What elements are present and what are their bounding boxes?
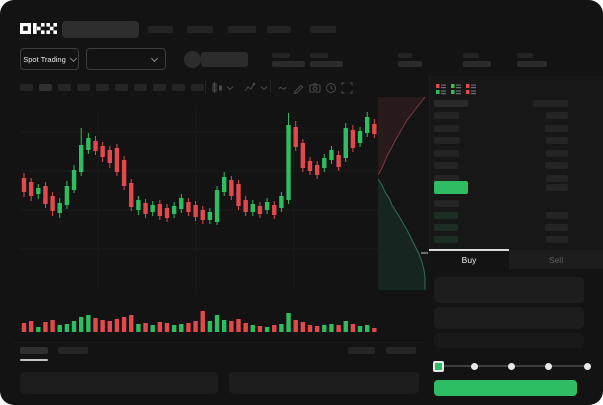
order-price-input[interactable]: [434, 277, 584, 303]
order-total-field[interactable]: [434, 333, 584, 348]
orderbook-panel: [429, 76, 603, 250]
ticker-stat: [398, 53, 438, 69]
orderbook-layout-asks-only-icon[interactable]: [466, 83, 476, 95]
buy-submit-button[interactable]: [434, 380, 577, 396]
orderbook-layout-switcher: [436, 83, 496, 96]
tab-sell[interactable]: Sell: [548, 255, 564, 265]
bottom-panel-field-left[interactable]: [20, 372, 218, 394]
timeframe-button[interactable]: [191, 84, 204, 91]
pair-selector-dropdown[interactable]: [86, 48, 166, 70]
draw-tool-icon[interactable]: [293, 82, 317, 94]
search-input[interactable]: [62, 21, 139, 38]
market-type-label: Spot Trading: [23, 54, 66, 64]
timeframe-button[interactable]: [134, 84, 147, 91]
slider-stop[interactable]: [471, 363, 478, 370]
timeframe-button[interactable]: [20, 84, 33, 91]
timeframe-button[interactable]: [153, 84, 166, 91]
toolbar-divider: [270, 80, 271, 93]
ticker-stat-label: [398, 53, 412, 58]
market-type-dropdown[interactable]: Spot Trading: [20, 48, 79, 70]
bottom-filter-right[interactable]: [386, 347, 416, 354]
fullscreen-icon[interactable]: [341, 82, 365, 94]
toolbar-divider: [205, 81, 206, 94]
ticker-stat-value: [463, 61, 491, 67]
ticker-stat-value: [398, 61, 422, 67]
timeframe-button[interactable]: [172, 84, 185, 91]
timeframe-button[interactable]: [77, 84, 90, 91]
chart-toolbar: [0, 78, 428, 98]
nav-item[interactable]: [267, 26, 291, 33]
coin-icon: [184, 51, 201, 68]
orderbook-layout-combined-icon[interactable]: [436, 83, 446, 95]
timeframe-button[interactable]: [96, 84, 109, 91]
nav-item[interactable]: [310, 26, 336, 33]
ticker-stat-value: [517, 61, 547, 67]
bottom-tab-active-underline: [20, 359, 48, 361]
bottom-filter-left[interactable]: [348, 347, 375, 354]
nav-item[interactable]: [148, 26, 173, 33]
ticker-stat: [272, 53, 312, 69]
slider-stop[interactable]: [508, 363, 515, 370]
timeframe-button[interactable]: [39, 84, 52, 91]
indicators-dropdown-icon[interactable]: [244, 82, 268, 94]
pair-name-placeholder: [201, 52, 248, 67]
timeframe-button[interactable]: [115, 84, 128, 91]
price-chart[interactable]: [20, 99, 378, 291]
ticker-stat-label: [310, 53, 328, 58]
order-amount-input[interactable]: [434, 307, 584, 329]
line-tool-icon[interactable]: [278, 82, 302, 94]
slider-stop[interactable]: [584, 363, 591, 370]
ticker-stat: [310, 53, 350, 69]
ticker-stat-label: [463, 53, 479, 58]
bottom-tab-history[interactable]: [58, 347, 88, 354]
tab-sell-bg: [509, 250, 603, 269]
bottom-tab-orders[interactable]: [20, 347, 48, 354]
ticker-stat: [463, 53, 503, 69]
trade-tabs: Buy Sell: [429, 249, 603, 269]
camera-icon[interactable]: [309, 82, 333, 94]
slider-stop[interactable]: [545, 363, 552, 370]
market-bar: Spot Trading: [0, 44, 603, 76]
ticker-stat-label: [272, 53, 290, 58]
depth-chart: [378, 97, 429, 290]
timeframe-button[interactable]: [58, 84, 71, 91]
top-nav: [0, 0, 603, 44]
bottom-divider: [14, 342, 424, 343]
history-icon[interactable]: [325, 82, 349, 94]
slider-handle[interactable]: [433, 361, 444, 372]
bottom-panel-field-right[interactable]: [229, 372, 419, 394]
volume-chart: [21, 311, 377, 332]
okx-logo-icon: [20, 23, 57, 34]
tab-buy[interactable]: Buy: [461, 255, 477, 265]
nav-item[interactable]: [228, 26, 256, 33]
orderbook-layout-bids-only-icon[interactable]: [451, 83, 461, 95]
amount-slider[interactable]: [433, 360, 591, 372]
buy-tab-underline: [429, 249, 509, 251]
ticker-stat-value: [272, 61, 305, 67]
ticker-stat-value: [310, 61, 343, 67]
ticker-stat-label: [517, 53, 533, 58]
nav-item[interactable]: [187, 26, 213, 33]
ticker-stat: [517, 53, 557, 69]
candle-style-dropdown-icon[interactable]: [212, 82, 236, 94]
